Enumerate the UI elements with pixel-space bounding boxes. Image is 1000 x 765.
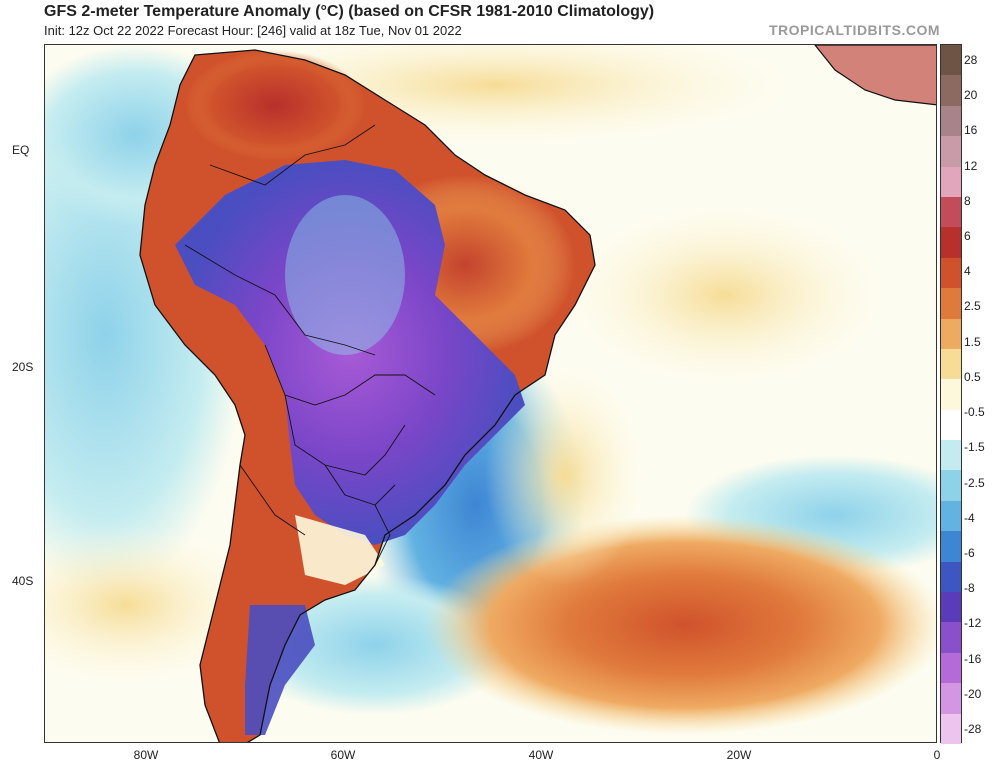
colorbar-segment	[941, 75, 961, 107]
country-borders	[184, 124, 436, 566]
colorbar-segment	[941, 166, 961, 198]
lon-label-80w: 80W	[133, 748, 159, 762]
lon-label-60w: 60W	[330, 748, 356, 762]
colorbar-tick-label: -6	[964, 545, 975, 560]
colorbar-segment	[941, 713, 961, 745]
colorbar-segment	[941, 622, 961, 654]
colorbar-tick-label: 4	[964, 264, 971, 279]
colorbar-segment	[941, 348, 961, 380]
colorbar-tick-label: -28	[964, 722, 982, 736]
colorbar-segment	[941, 683, 961, 715]
colorbar-tick-label: 6	[964, 229, 971, 244]
colorbar-tick-label: 16	[964, 123, 978, 138]
colorbar-tick-label: 1.5	[964, 334, 981, 349]
interior-cold-anomaly	[175, 160, 525, 545]
lon-label-20w: 20W	[726, 748, 752, 762]
lon-label-0: 0	[933, 748, 941, 762]
africa-coastline	[814, 45, 936, 106]
colorbar-tick-label: -20	[964, 686, 982, 701]
colorbar-segment	[941, 318, 961, 350]
colorbar-segment	[941, 440, 961, 471]
colorbar-tick-label: 0.5	[964, 369, 981, 384]
colorbar-segment	[941, 379, 961, 411]
colorbar-tick-label: 12	[964, 158, 978, 173]
colorbar-segment	[941, 196, 961, 228]
colorbar-segment	[941, 561, 961, 593]
colorbar-tick-label: -16	[964, 651, 982, 666]
colorbar	[940, 44, 962, 745]
colorbar-segment	[941, 136, 961, 168]
map-canvas	[45, 45, 936, 742]
colorbar-tick-label: -1.5	[964, 440, 985, 455]
chart-subtitle: Init: 12z Oct 22 2022 Forecast Hour: [24…	[44, 23, 462, 38]
colorbar-segment	[941, 592, 961, 623]
lon-label-40w: 40W	[528, 748, 554, 762]
colorbar-segment	[941, 105, 961, 137]
anomaly-map	[44, 44, 937, 743]
colorbar-tick-label: 2.5	[964, 299, 981, 314]
colorbar-tick-label: -0.5	[964, 405, 985, 420]
colorbar-tick-label: -2.5	[964, 475, 985, 490]
colorbar-segment	[941, 409, 961, 441]
colorbar-segment	[941, 288, 961, 320]
south-america-coastline	[139, 49, 596, 742]
colorbar-segment	[941, 500, 961, 532]
colorbar-tick-label: -8	[964, 581, 975, 596]
lat-label-40s: 40S	[12, 574, 34, 588]
chart-title: GFS 2-meter Temperature Anomaly (°C) (ba…	[44, 3, 655, 20]
colorbar-tick-label: -12	[964, 616, 982, 631]
colorbar-segment	[941, 531, 961, 563]
colorbar-segment	[941, 470, 961, 502]
lat-label-eq: EQ	[12, 143, 30, 157]
brand-watermark: TROPICALTIDBITS.COM	[768, 22, 940, 38]
lat-label-20s: 20S	[12, 360, 34, 374]
colorbar-segment	[941, 652, 961, 684]
colorbar-segment	[941, 257, 961, 289]
colorbar-tick-label: -4	[964, 510, 975, 525]
south-atlantic-warm-region	[425, 515, 936, 735]
colorbar-tick-label: 8	[964, 193, 971, 208]
colorbar-segment	[941, 227, 961, 259]
colorbar-segment	[941, 45, 961, 76]
colorbar-tick-label: 28	[964, 53, 978, 67]
colorbar-tick-label: 20	[964, 88, 978, 103]
